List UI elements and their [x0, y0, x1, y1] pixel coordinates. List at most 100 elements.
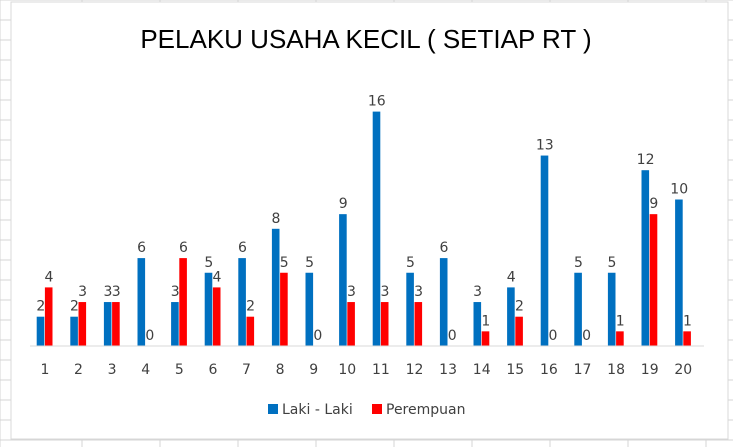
data-label-perempuan: 0 — [313, 328, 322, 344]
bar-laki-laki[interactable] — [574, 272, 582, 346]
data-label-laki-laki: 5 — [305, 255, 314, 271]
x-tick-label: 14 — [473, 362, 491, 378]
x-tick-label: 15 — [506, 362, 524, 378]
x-tick-label: 13 — [439, 362, 457, 378]
legend-label-laki-laki: Laki - Laki — [282, 402, 353, 418]
bar-perempuan[interactable] — [179, 258, 187, 346]
data-label-perempuan: 0 — [145, 328, 154, 344]
data-label-perempuan: 3 — [78, 284, 87, 300]
data-label-laki-laki: 5 — [574, 255, 583, 271]
data-label-laki-laki: 9 — [339, 196, 348, 212]
x-tick-label: 17 — [574, 362, 592, 378]
data-label-laki-laki: 2 — [36, 299, 45, 315]
bar-perempuan[interactable] — [649, 214, 658, 346]
data-label-perempuan: 6 — [179, 240, 188, 256]
data-label-laki-laki: 12 — [637, 152, 655, 168]
data-label-perempuan: 4 — [45, 269, 54, 285]
data-label-perempuan: 1 — [683, 313, 692, 329]
bar-laki-laki[interactable] — [36, 316, 45, 346]
x-tick-label: 7 — [242, 362, 251, 378]
data-label-perempuan: 3 — [112, 284, 121, 300]
bar-laki-laki[interactable] — [507, 287, 515, 346]
bar-perempuan[interactable] — [683, 331, 691, 346]
data-label-perempuan: 0 — [582, 328, 591, 344]
legend-swatch-laki-laki — [268, 404, 278, 414]
x-tick-label: 6 — [208, 362, 217, 378]
chart-area[interactable] — [10, 1, 729, 440]
x-tick-label: 20 — [674, 362, 692, 378]
bar-laki-laki[interactable] — [675, 199, 683, 347]
x-tick-label: 11 — [372, 362, 390, 378]
x-axis-tick-labels: 1 2 3 4 5 6 7 8 9 10 11 12 13 14 15 16 17 18 19 20 — [40, 362, 692, 378]
bar-laki-laki[interactable] — [103, 302, 112, 346]
bar-perempuan[interactable] — [112, 302, 120, 346]
x-tick-label: 3 — [108, 362, 117, 378]
legend-label-perempuan: Perempuan — [386, 402, 465, 418]
x-tick-label: 18 — [607, 362, 625, 378]
data-label-laki-laki: 10 — [670, 182, 688, 198]
chart-title: PELAKU USAHA KECIL ( SETIAP RT ) — [140, 24, 591, 54]
bar-perempuan[interactable] — [280, 272, 288, 346]
bar-perempuan[interactable] — [515, 316, 523, 346]
data-label-perempuan: 1 — [616, 313, 625, 329]
data-label-laki-laki: 6 — [238, 240, 247, 256]
bar-laki-laki[interactable] — [439, 258, 448, 346]
x-tick-label: 10 — [338, 362, 356, 378]
data-label-perempuan: 3 — [347, 284, 356, 300]
data-label-perempuan: 5 — [280, 255, 289, 271]
bar-perempuan[interactable] — [347, 302, 355, 346]
data-label-perempuan: 9 — [649, 196, 658, 212]
data-label-laki-laki: 6 — [137, 240, 146, 256]
bar-perempuan[interactable] — [246, 316, 255, 346]
data-label-laki-laki: 2 — [70, 299, 79, 315]
bar-laki-laki[interactable] — [238, 258, 246, 346]
bar-perempuan[interactable] — [616, 331, 624, 346]
bar-perempuan[interactable] — [481, 331, 490, 346]
data-label-laki-laki: 16 — [368, 94, 386, 110]
bar-laki-laki[interactable] — [473, 302, 482, 346]
x-tick-label: 19 — [641, 362, 659, 378]
bar-laki-laki[interactable] — [339, 214, 347, 346]
data-label-laki-laki: 5 — [204, 255, 213, 271]
x-tick-label: 1 — [40, 362, 49, 378]
data-label-laki-laki: 8 — [272, 211, 281, 227]
data-label-perempuan: 1 — [481, 313, 490, 329]
data-label-laki-laki: 5 — [406, 255, 415, 271]
data-label-laki-laki: 3 — [104, 284, 113, 300]
bar-laki-laki[interactable] — [70, 316, 78, 346]
bar-laki-laki[interactable] — [305, 272, 314, 346]
bar-laki-laki[interactable] — [641, 170, 650, 346]
data-label-perempuan: 3 — [381, 284, 390, 300]
data-label-perempuan: 3 — [414, 284, 423, 300]
data-label-laki-laki: 5 — [608, 255, 617, 271]
bar-laki-laki[interactable] — [137, 258, 146, 346]
x-tick-label: 16 — [540, 362, 558, 378]
data-label-perempuan: 0 — [549, 328, 558, 344]
x-tick-label: 4 — [141, 362, 150, 378]
data-label-laki-laki: 3 — [473, 284, 482, 300]
bar-perempuan[interactable] — [414, 302, 423, 346]
bar-perempuan[interactable] — [212, 287, 221, 346]
legend-swatch-perempuan — [372, 404, 382, 414]
legend[interactable]: Laki - Laki Perempuan — [268, 402, 465, 418]
bar-laki-laki[interactable] — [171, 302, 179, 346]
x-tick-label: 12 — [406, 362, 424, 378]
data-label-perempuan: 2 — [515, 299, 524, 315]
data-label-laki-laki: 13 — [536, 138, 554, 154]
x-tick-label: 2 — [74, 362, 83, 378]
bar-laki-laki[interactable] — [204, 272, 213, 346]
data-label-laki-laki: 6 — [440, 240, 449, 256]
data-label-laki-laki: 3 — [171, 284, 180, 300]
data-label-perempuan: 4 — [213, 269, 222, 285]
bar-laki-laki[interactable] — [271, 228, 280, 346]
bar-perempuan[interactable] — [78, 302, 87, 346]
bar-perempuan[interactable] — [380, 302, 389, 346]
bar-laki-laki[interactable] — [540, 155, 549, 346]
bar-laki-laki[interactable] — [372, 111, 381, 346]
bar-laki-laki[interactable] — [406, 272, 414, 346]
bar-perempuan[interactable] — [44, 287, 53, 346]
bar-laki-laki[interactable] — [607, 272, 616, 346]
data-label-laki-laki: 4 — [507, 269, 516, 285]
